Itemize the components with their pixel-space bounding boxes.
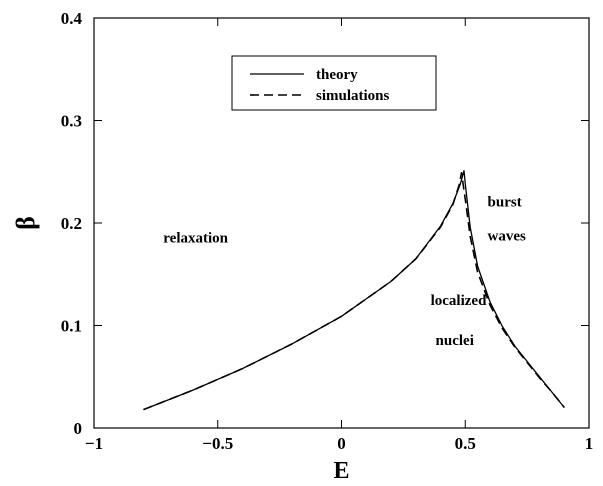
legend-label-theory: theory — [316, 67, 358, 83]
series-layer — [143, 170, 565, 411]
x-tick-label: 0 — [337, 434, 346, 453]
y-axis-title: β — [11, 216, 40, 230]
annotations-layer: relaxation localized nuclei burst waves — [163, 195, 526, 349]
y-tick-label: 0.2 — [61, 214, 82, 233]
region-label-nuclei: nuclei — [436, 333, 474, 349]
y-tick-label: 0 — [74, 419, 83, 438]
region-label-localized: localized — [431, 293, 487, 309]
x-tick-label: 1 — [585, 434, 594, 453]
axis-ticks: −1 −0.5 0 0.5 1 0 0.1 0.2 0.3 0.4 — [61, 9, 594, 453]
legend: theory simulations — [231, 55, 437, 111]
x-tick-label: −0.5 — [202, 434, 233, 453]
legend-box — [231, 55, 437, 111]
series-line-simulations — [143, 172, 565, 411]
legend-label-simulations: simulations — [316, 88, 390, 104]
x-axis-title: E — [333, 458, 349, 484]
y-tick-label: 0.4 — [61, 9, 83, 28]
y-tick-label: 0.3 — [61, 112, 82, 131]
x-tick-label: −1 — [85, 434, 103, 453]
x-tick-label: 0.5 — [455, 434, 476, 453]
y-tick-label: 0.1 — [61, 317, 82, 336]
region-label-waves: waves — [488, 228, 526, 244]
region-label-relaxation: relaxation — [163, 230, 228, 246]
region-label-burst: burst — [488, 195, 522, 211]
